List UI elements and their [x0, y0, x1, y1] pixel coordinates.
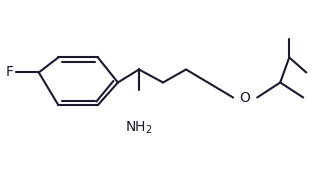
- Text: F: F: [6, 65, 14, 80]
- Text: NH$_2$: NH$_2$: [125, 119, 153, 136]
- Text: O: O: [240, 90, 251, 105]
